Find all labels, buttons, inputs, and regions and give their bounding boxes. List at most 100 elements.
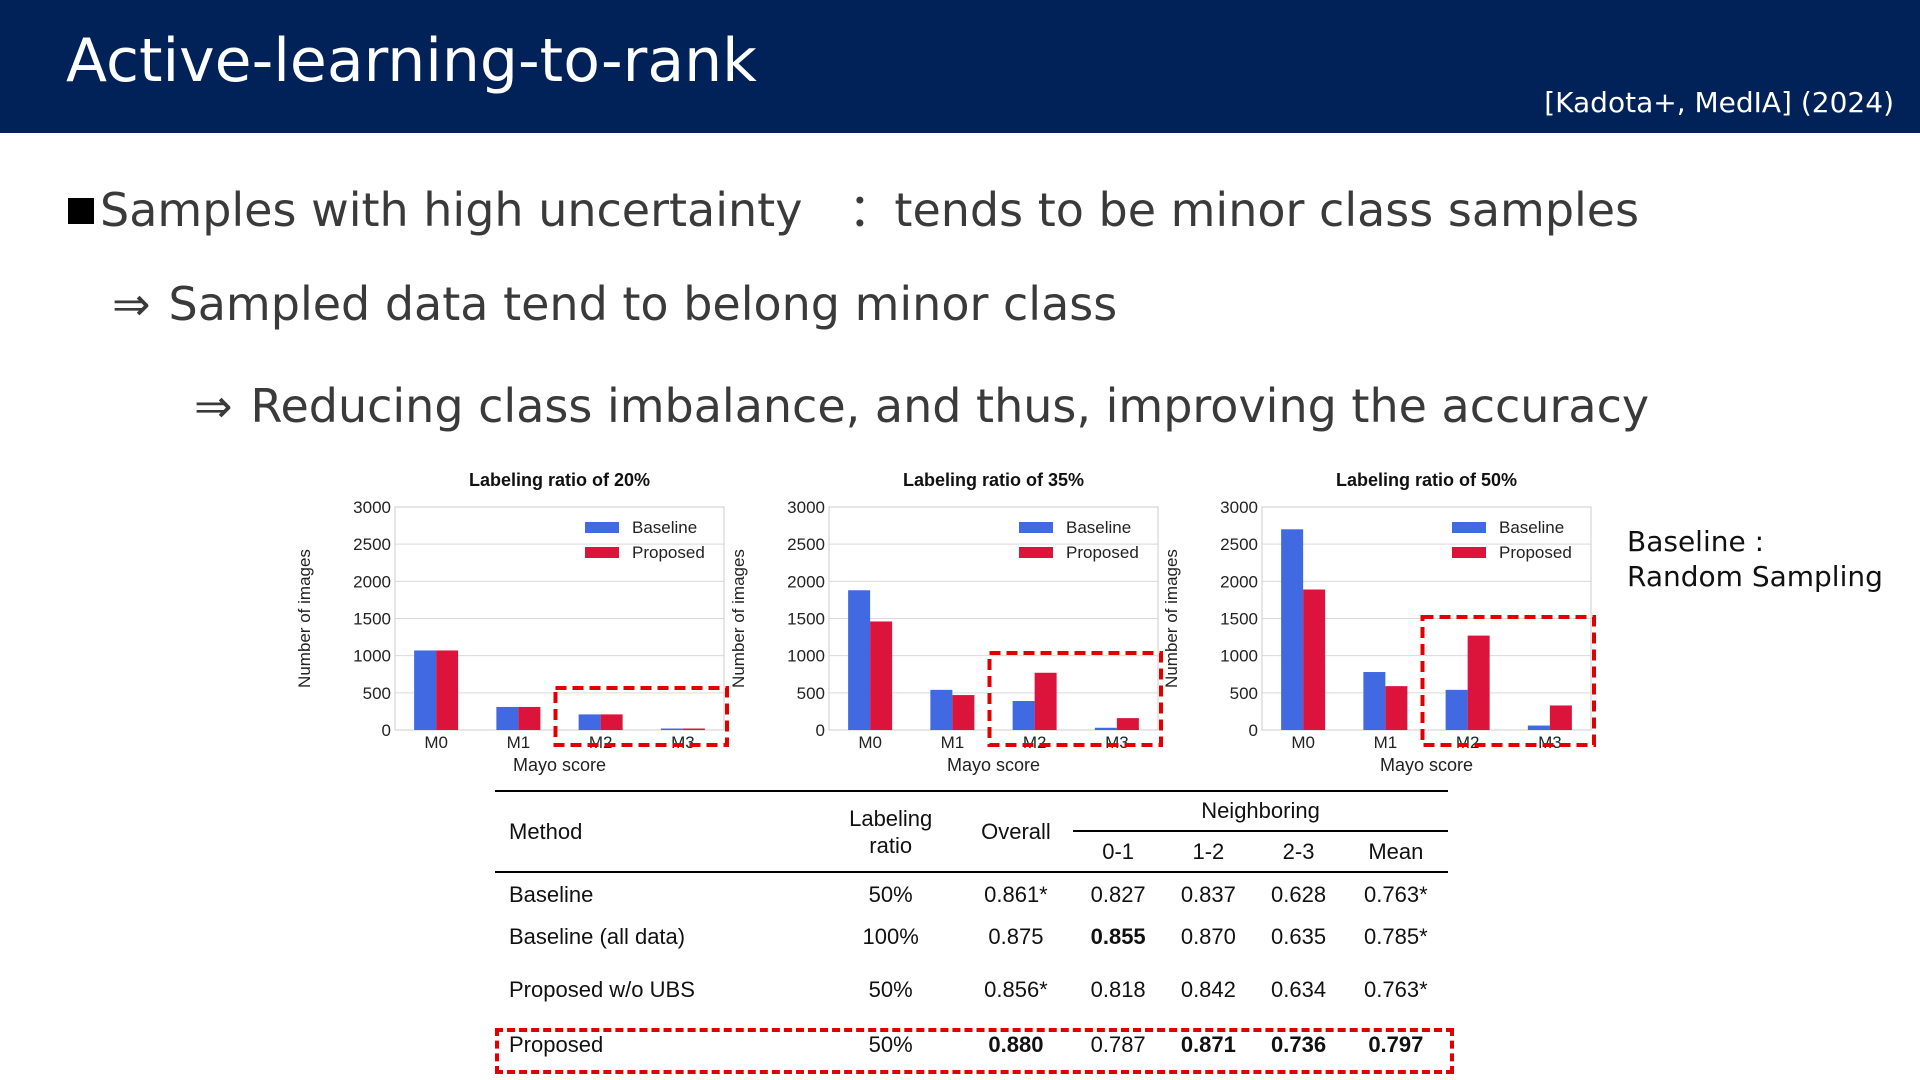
y-tick-label: 3000 xyxy=(353,498,391,517)
table-row: Baseline 50% 0.861* 0.827 0.837 0.628 0.… xyxy=(495,872,1448,916)
cell-ratio: 50% xyxy=(868,977,913,1002)
x-axis-label: Mayo score xyxy=(1380,755,1473,775)
col-ratio: Labeling ratio xyxy=(822,790,959,873)
y-tick-label: 3000 xyxy=(787,498,825,517)
col-0-1: 0-1 xyxy=(1073,831,1164,873)
bar-baseline xyxy=(660,728,683,730)
implies-arrow-icon: ⇒ xyxy=(112,277,151,331)
x-tick-label: M0 xyxy=(1291,733,1315,752)
legend-label: Proposed xyxy=(1499,543,1572,562)
bar-proposed xyxy=(518,706,541,730)
cell-overall: 0.875 xyxy=(988,924,1044,949)
col-neighboring: Neighboring xyxy=(1073,790,1448,832)
chart-title: Labeling ratio of 35% xyxy=(903,470,1084,490)
cell-overall: 0.856* xyxy=(984,977,1048,1002)
y-tick-label: 2500 xyxy=(353,535,391,554)
page-title: Active-learning-to-rank xyxy=(66,26,757,96)
x-axis-label: Mayo score xyxy=(947,755,1040,775)
bar-baseline xyxy=(496,706,519,730)
y-tick-label: 500 xyxy=(1230,684,1258,703)
plot-frame xyxy=(1261,506,1592,731)
cell-1-2: 0.871 xyxy=(1180,1032,1236,1057)
y-tick-label: 2000 xyxy=(1220,572,1258,591)
x-tick-label: M1 xyxy=(941,733,965,752)
y-tick-label: 2000 xyxy=(787,572,825,591)
cell-ratio: 100% xyxy=(862,924,919,949)
y-tick-label: 1500 xyxy=(1220,610,1258,629)
y-tick-label: 2500 xyxy=(1220,535,1258,554)
bar-baseline xyxy=(1527,725,1550,730)
cell-ratio: 50% xyxy=(868,1032,913,1057)
x-tick-label: M3 xyxy=(671,733,695,752)
plot-frame xyxy=(828,506,1159,731)
bar-baseline xyxy=(1445,689,1468,730)
x-axis-label: Mayo score xyxy=(513,755,606,775)
table-row: Proposed w/o UBS 50% 0.856* 0.818 0.842 … xyxy=(495,958,1448,1022)
cell-1-2: 0.842 xyxy=(1180,977,1236,1002)
y-axis-label: Number of images xyxy=(1162,549,1181,688)
baseline-note-line2: Random Sampling xyxy=(1627,560,1883,593)
y-tick-label: 1000 xyxy=(353,647,391,666)
bar-proposed xyxy=(1385,686,1408,730)
square-bullet-icon xyxy=(68,198,94,224)
x-tick-label: M2 xyxy=(1456,733,1480,752)
y-tick-label: 0 xyxy=(1249,721,1258,740)
implies-arrow-icon: ⇒ xyxy=(194,379,233,433)
col-method: Method xyxy=(495,790,823,873)
x-tick-label: M2 xyxy=(1023,733,1047,752)
y-tick-label: 2000 xyxy=(353,572,391,591)
bar-baseline xyxy=(1281,529,1304,730)
baseline-note-line1: Baseline : xyxy=(1627,525,1765,558)
y-tick-label: 1000 xyxy=(1220,647,1258,666)
x-tick-label: M0 xyxy=(424,733,448,752)
x-tick-label: M1 xyxy=(1374,733,1398,752)
legend-swatch xyxy=(1019,547,1053,558)
cell-method: Proposed xyxy=(509,1032,604,1057)
bullet-2-text: Sampled data tend to belong minor class xyxy=(168,277,1118,331)
cell-ratio: 50% xyxy=(868,881,913,907)
table-header-row: Method Labeling ratio Overall Neighboring xyxy=(495,790,1448,873)
y-tick-label: 1500 xyxy=(787,610,825,629)
cell-method: Baseline xyxy=(509,881,594,907)
bar-baseline xyxy=(1094,727,1117,730)
bar-baseline xyxy=(578,714,601,730)
table-subheader-row: 0-1 1-2 2-3 Mean xyxy=(495,831,1448,873)
cell-0-1: 0.827 xyxy=(1090,881,1146,907)
col-1-2: 1-2 xyxy=(1163,831,1254,873)
cell-mean: 0.797 xyxy=(1368,1032,1424,1057)
legend-label: Baseline xyxy=(1499,518,1564,537)
y-tick-label: 0 xyxy=(816,721,825,740)
x-tick-label: M3 xyxy=(1105,733,1129,752)
y-tick-label: 1500 xyxy=(353,610,391,629)
y-tick-label: 0 xyxy=(382,721,391,740)
legend-swatch xyxy=(585,547,619,558)
cell-2-3: 0.634 xyxy=(1271,977,1327,1002)
cell-mean: 0.785* xyxy=(1364,924,1428,949)
legend-swatch xyxy=(1019,522,1053,533)
cell-overall: 0.880 xyxy=(988,1032,1044,1057)
bullet-3: ⇒ Reducing class imbalance, and thus, imp… xyxy=(194,379,1649,433)
y-tick-label: 1000 xyxy=(787,647,825,666)
y-tick-label: 2500 xyxy=(787,535,825,554)
highlight-box-proposed-row xyxy=(495,1028,1454,1074)
bar-proposed xyxy=(952,695,975,730)
cell-2-3: 0.628 xyxy=(1271,881,1327,907)
legend-swatch xyxy=(585,522,619,533)
legend-swatch xyxy=(1452,522,1486,533)
plot-frame xyxy=(394,506,725,731)
bar-baseline xyxy=(1012,701,1035,730)
bar-baseline xyxy=(848,590,871,730)
table-row: Baseline (all data) 100% 0.875 0.855 0.8… xyxy=(495,916,1448,958)
highlight-box-minor-classes xyxy=(553,686,729,747)
highlight-box-minor-classes xyxy=(1420,615,1596,747)
highlight-box-minor-classes xyxy=(987,651,1163,747)
bar-proposed xyxy=(870,621,893,730)
bullet-1-right: tends to be minor class samples xyxy=(894,183,1640,237)
cell-0-1: 0.818 xyxy=(1090,977,1146,1002)
cell-2-3: 0.635 xyxy=(1271,924,1327,949)
bar-proposed xyxy=(1549,705,1572,730)
cell-0-1: 0.787 xyxy=(1090,1032,1146,1057)
bar-proposed xyxy=(1303,589,1326,730)
col-overall: Overall xyxy=(958,790,1074,873)
